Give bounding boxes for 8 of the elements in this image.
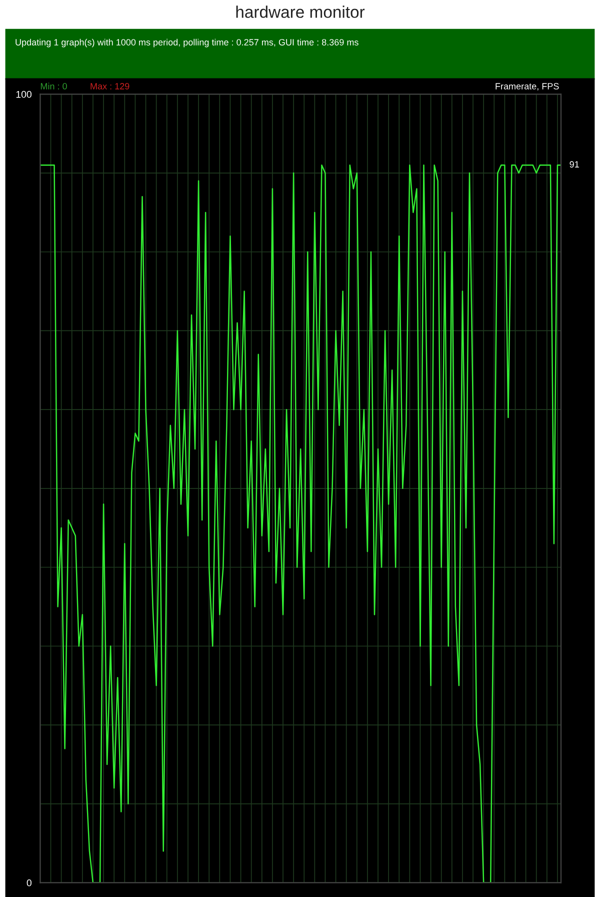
y-tick-label: 100 — [16, 90, 32, 98]
y-tick-label: 0 — [26, 879, 32, 886]
chart-title: hardware monitor — [236, 6, 365, 18]
text: 91 — [570, 161, 579, 168]
text: Framerate, FPS — [496, 83, 559, 90]
chart-subtitle: Updating 1 graph(s) with 1000 ms period, polling time : 0.257 ms, GUI time : 8.369 ms — [16, 38, 358, 48]
text: Min : 0 — [40, 82, 67, 90]
text: Max : 129 — [90, 83, 130, 90]
